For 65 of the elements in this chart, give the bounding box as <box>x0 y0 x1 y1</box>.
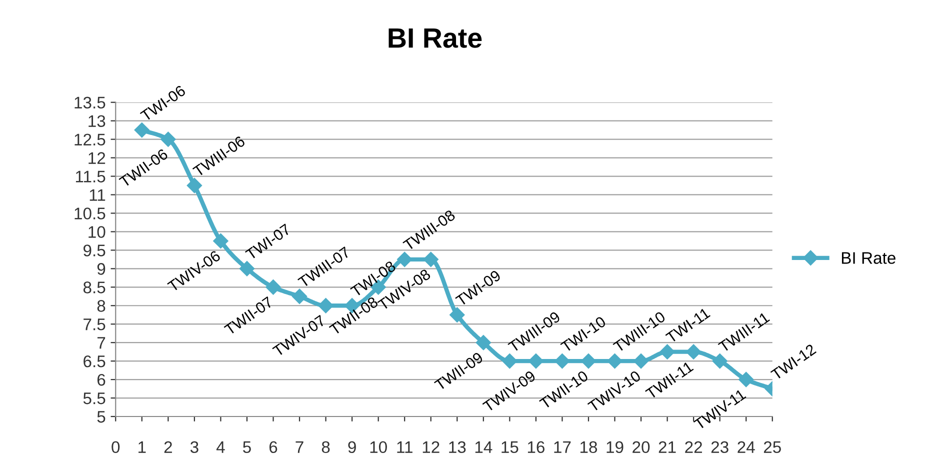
y-tick-label: 13 <box>88 115 106 128</box>
x-tick-label: 11 <box>397 441 412 453</box>
x-tick-label: 19 <box>606 441 624 454</box>
x-tick-label: 3 <box>190 441 198 454</box>
y-tick-label: 5.5 <box>83 392 106 404</box>
y-tick-label: 12.5 <box>74 134 106 146</box>
point <box>712 353 728 369</box>
y-tick-label: 8.5 <box>83 282 106 294</box>
x-tick-label: 17 <box>554 441 571 453</box>
point <box>607 353 622 369</box>
y-tick-label: 6.5 <box>84 355 106 368</box>
y-tick-label: 7 <box>97 337 106 349</box>
x-tick-label: 22 <box>685 441 702 453</box>
point <box>580 353 596 369</box>
x-tick-label: 15 <box>502 441 518 454</box>
x-tick-label: 21 <box>658 441 676 453</box>
x-tick-label: 14 <box>475 441 492 453</box>
y-tick-label: 6 <box>97 374 106 386</box>
x-tick-label: 10 <box>370 441 387 454</box>
x-tick-label: 20 <box>632 441 650 454</box>
point <box>423 252 438 267</box>
point <box>686 344 702 360</box>
x-tick-label: 5 <box>243 441 251 454</box>
y-tick-label: 9 <box>97 263 106 275</box>
y-tick-label: 12 <box>88 152 106 164</box>
x-tick-label: 9 <box>348 441 356 454</box>
point <box>397 252 412 267</box>
y-tick-label: 8 <box>97 300 106 312</box>
y-tick-label: 5 <box>97 411 106 423</box>
x-tick-label: 12 <box>422 441 440 453</box>
point <box>738 372 754 388</box>
point <box>186 178 202 194</box>
point <box>160 132 176 147</box>
x-tick-label: 16 <box>528 441 544 454</box>
x-tick-label: 6 <box>269 441 278 454</box>
point <box>292 288 308 304</box>
x-tick-label: 8 <box>322 441 330 454</box>
point <box>450 307 465 322</box>
x-tick-label: 4 <box>216 441 225 453</box>
x-tick-label: 25 <box>764 441 781 454</box>
y-tick-label: 11.5 <box>76 170 106 182</box>
y-tick-label: 7.5 <box>84 318 106 330</box>
x-tick-label: 18 <box>580 441 598 454</box>
y-tick-label: 11 <box>90 189 106 201</box>
point <box>528 353 544 369</box>
x-tick-label: 1 <box>138 441 146 453</box>
x-tick-label: 2 <box>164 441 172 453</box>
y-tick-label: 9.5 <box>84 244 106 256</box>
point <box>266 280 281 295</box>
x-tick-label: 7 <box>296 441 304 453</box>
x-tick-label: 0 <box>112 441 120 454</box>
point <box>134 122 150 138</box>
point <box>239 261 255 276</box>
point <box>476 335 491 350</box>
y-tick-label: 10.5 <box>74 208 106 220</box>
y-tick-label: 13.5 <box>74 96 106 109</box>
x-tick-label: 24 <box>738 441 755 453</box>
point <box>554 353 570 369</box>
x-tick-label: 13 <box>449 441 466 454</box>
y-tick-label: 10 <box>88 226 106 238</box>
point <box>213 233 228 249</box>
legend-label: BI Rate <box>842 252 896 264</box>
x-tick-label: 23 <box>711 441 728 454</box>
chart-title: BI Rate <box>388 28 482 48</box>
point <box>502 353 518 369</box>
